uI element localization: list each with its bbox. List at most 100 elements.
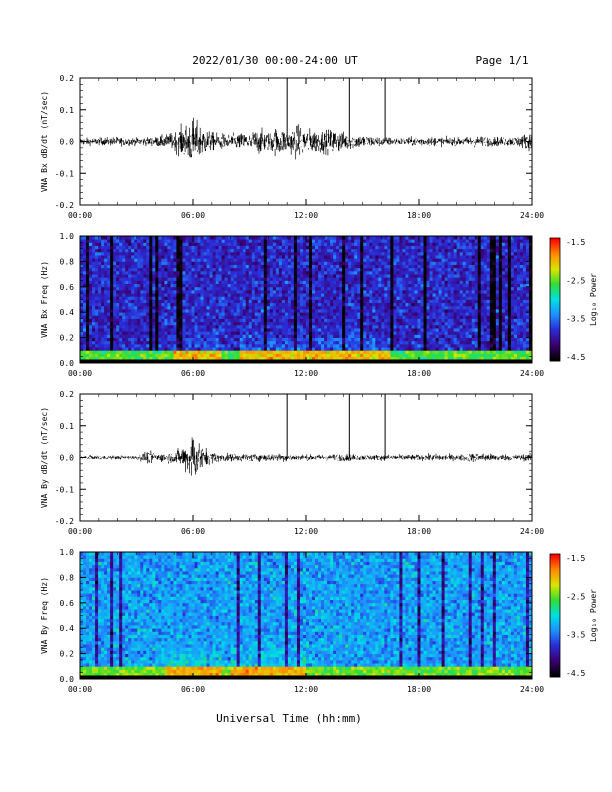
spectrogram-cell: [384, 261, 388, 265]
spectrogram-cell: [396, 337, 400, 342]
spectrogram-cell: [230, 337, 235, 342]
spectrogram-cell: [188, 255, 192, 259]
spectrogram-cell: [399, 283, 403, 288]
spectrogram-cell: [348, 239, 352, 243]
spectrogram-cell: [435, 261, 439, 265]
spectrogram-cell: [227, 236, 232, 240]
spectrogram-cell: [89, 239, 93, 243]
spectrogram-cell: [80, 334, 84, 338]
spectrogram-cell: [233, 312, 238, 316]
spectrogram-cell: [122, 236, 126, 240]
spectrogram-cell: [191, 318, 195, 323]
spectrogram-cell: [113, 270, 117, 275]
spectrogram-cell: [176, 289, 180, 294]
spectrogram-cell: [290, 245, 295, 250]
spectrogram-cell: [429, 318, 433, 323]
spectrogram-cell: [227, 277, 232, 281]
spectrogram-cell: [131, 315, 135, 319]
spectrogram-cell: [134, 236, 138, 240]
spectrogram-cell: [351, 334, 355, 338]
spectrogram-cell: [167, 277, 171, 281]
spectrogram-cell: [257, 255, 262, 259]
spectrogram-cell: [167, 353, 171, 358]
spectrogram-cell: [140, 328, 144, 332]
spectrogram-cell: [321, 356, 325, 361]
spectrogram-cell: [348, 264, 352, 269]
spectrogram-cell: [438, 315, 442, 319]
spectrogram-cell: [296, 248, 301, 253]
spectrogram-cell: [143, 286, 147, 291]
spectrogram-cell: [390, 283, 394, 288]
spectrogram-cell: [290, 353, 295, 358]
spectrogram-cell: [432, 328, 436, 332]
spectrogram-cell: [366, 321, 370, 326]
spectrogram-cell: [125, 267, 129, 272]
spectrogram-cell: [293, 293, 298, 297]
spectrogram-cell: [197, 305, 201, 310]
spectrogram-cell: [287, 302, 292, 307]
spectrogram-cell: [257, 245, 262, 250]
spectrogram-cell: [179, 293, 183, 297]
spectrogram-cell: [221, 242, 226, 246]
spectrogram-cell: [296, 305, 301, 310]
spectrogram-cell: [101, 274, 105, 278]
spectrogram-cell: [302, 347, 307, 351]
spectrogram-cell: [173, 255, 177, 259]
spectrogram-cell: [290, 340, 295, 345]
spectrogram-cell: [224, 289, 229, 294]
spectrogram-cell: [321, 274, 325, 278]
spectrogram-cell: [402, 299, 406, 304]
spectrogram-cell: [125, 270, 129, 275]
spectrogram-cell: [116, 261, 120, 265]
spectrogram-cell: [200, 289, 204, 294]
spectrogram-cell: [149, 258, 153, 262]
spectrogram-cell: [188, 318, 192, 323]
spectrogram-cell: [284, 324, 289, 329]
spectrogram-cell: [194, 353, 198, 358]
spectrogram-cell: [149, 280, 153, 285]
spectrogram-cell: [98, 343, 102, 348]
spectrogram-cell: [158, 328, 162, 332]
spectrogram-cell: [411, 251, 415, 256]
spectrogram-cell: [86, 280, 90, 285]
spectrogram-cell: [203, 302, 207, 307]
spectrogram-cell: [345, 299, 349, 304]
spectrogram-cell: [125, 331, 129, 335]
spectrogram-cell: [104, 318, 108, 323]
spectrogram-cell: [164, 350, 168, 354]
spectrogram-cell: [390, 286, 394, 291]
spectrogram-cell: [224, 283, 229, 288]
spectrogram-cell: [212, 236, 216, 240]
spectrogram-cell: [104, 248, 108, 253]
spectrogram-cell: [233, 255, 238, 259]
spectrogram-cell: [333, 350, 337, 354]
spectrogram-cell: [152, 283, 156, 288]
spectrogram-cell: [227, 248, 232, 253]
spectrogram-cell: [155, 261, 159, 265]
spectrogram-cell: [339, 264, 343, 269]
spectrogram-cell: [336, 321, 340, 326]
spectrogram-cell: [423, 277, 427, 281]
spectrogram-cell: [330, 248, 334, 253]
spectrogram-cell: [327, 270, 331, 275]
spectrogram-cell: [95, 343, 99, 348]
spectrogram-cell: [185, 267, 189, 272]
spectrogram-cell: [396, 321, 400, 326]
spectrogram-cell: [432, 270, 436, 275]
spectrogram-cell: [83, 242, 87, 246]
spectrogram-cell: [185, 239, 189, 243]
spectrogram-cell: [284, 245, 289, 250]
spectrogram-cell: [312, 251, 316, 256]
spectrogram-cell: [275, 270, 280, 275]
spectrogram-cell: [239, 302, 244, 307]
spectrogram-cell: [179, 305, 183, 310]
spectrogram-cell: [342, 251, 346, 256]
spectrogram-cell: [417, 343, 421, 348]
spectrogram-cell: [290, 305, 295, 310]
spectrogram-cell: [83, 261, 87, 265]
spectrogram-cell: [411, 264, 415, 269]
spectrogram-cell: [218, 296, 223, 300]
spectrogram-cell: [98, 318, 102, 323]
spectrogram-cell: [203, 324, 207, 329]
spectrogram-cell: [396, 356, 400, 361]
